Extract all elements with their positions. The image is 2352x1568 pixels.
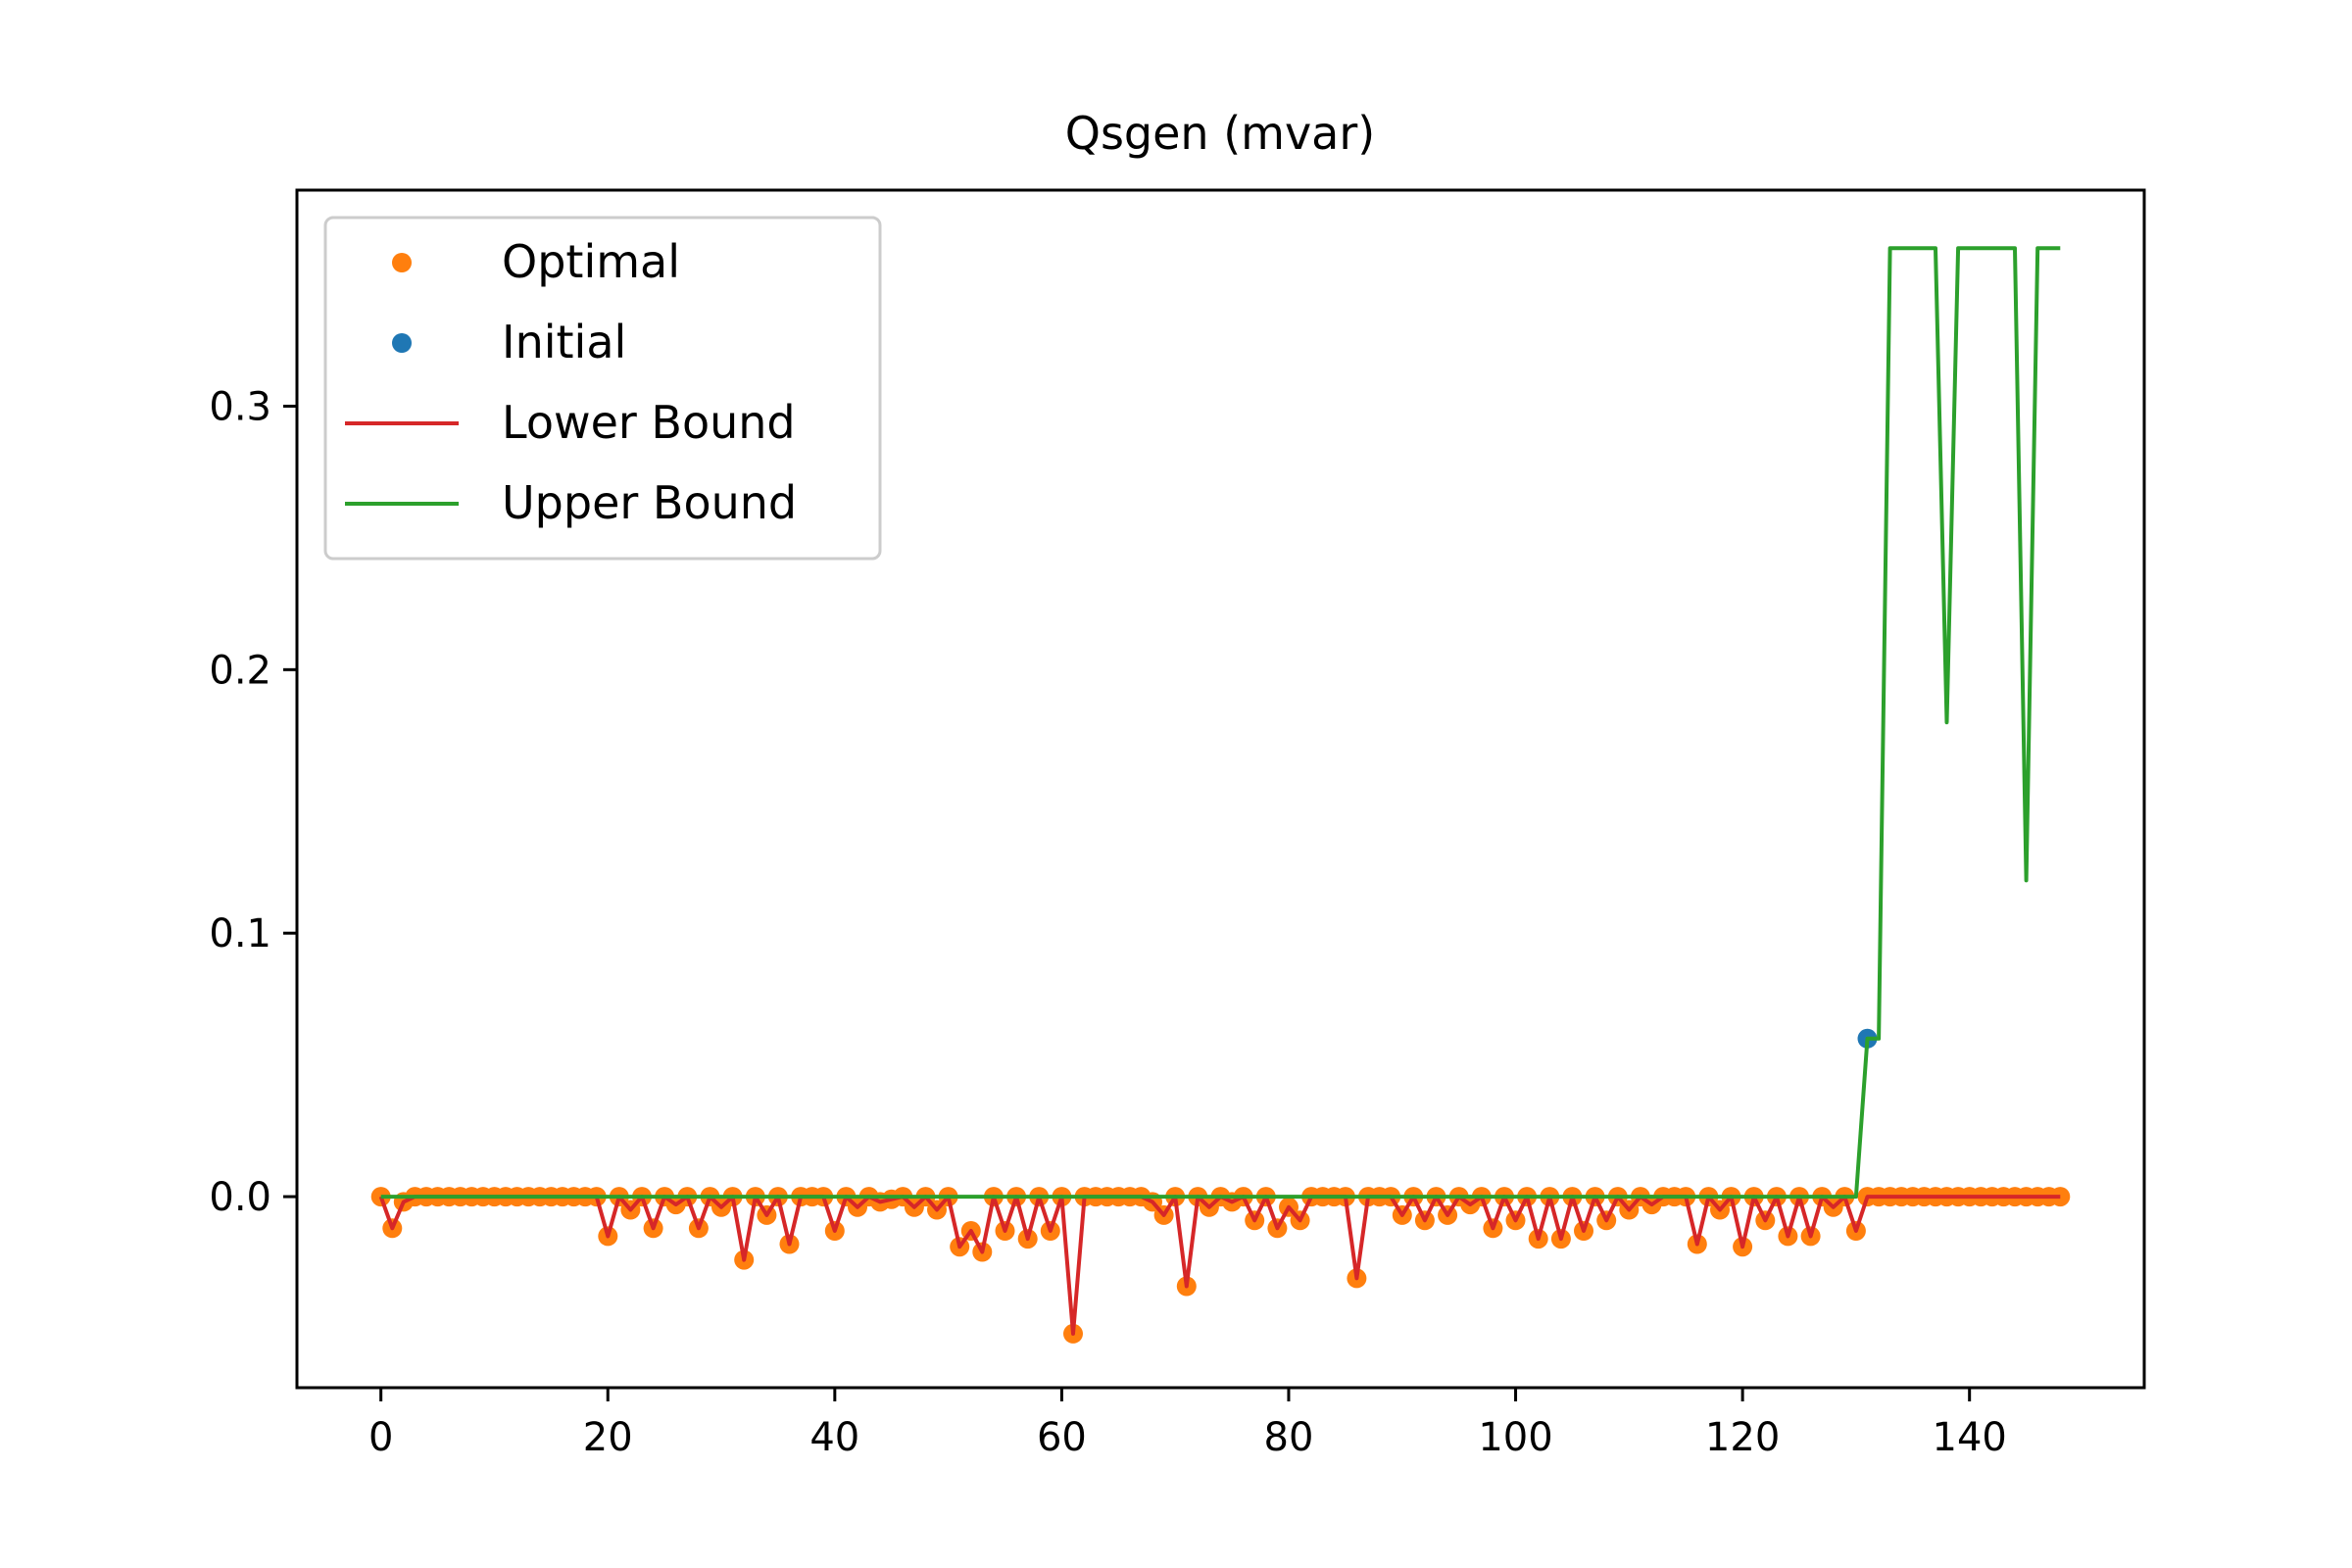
legend-optimal-label: Optimal <box>502 235 680 288</box>
legend-initial-label: Initial <box>502 316 626 368</box>
legend-optimal-marker <box>392 253 412 272</box>
legend-initial-marker <box>392 333 412 353</box>
legend-box <box>323 216 882 561</box>
x-tick-label: 140 <box>1933 1415 2007 1460</box>
plot-area <box>370 246 2071 1344</box>
x-tick-label: 100 <box>1478 1415 1552 1460</box>
y-tick-label: 0.3 <box>209 384 271 429</box>
legend-lower-bound-label: Lower Bound <box>502 396 796 449</box>
upper-bound-line <box>380 246 2061 1200</box>
y-tick-label: 0.1 <box>209 911 271 956</box>
axes-frame <box>295 188 2146 1390</box>
x-tick-label: 80 <box>1264 1415 1314 1460</box>
x-tick-label: 120 <box>1705 1415 1780 1460</box>
y-axis: 0.0 0.1 0.2 0.3 <box>209 384 297 1220</box>
legend-upper-bound-label: Upper Bound <box>502 476 797 529</box>
y-tick-label: 0.2 <box>209 648 271 693</box>
x-tick-label: 60 <box>1037 1415 1087 1460</box>
x-axis: 0 20 40 60 80 100 120 140 <box>368 1388 2007 1460</box>
x-tick-label: 40 <box>809 1415 859 1460</box>
chart-title: Qsgen (mvar) <box>1065 107 1375 160</box>
x-tick-label: 20 <box>583 1415 633 1460</box>
legend: Optimal Initial Lower Bound Upper Bound <box>323 216 882 561</box>
x-tick-label: 0 <box>368 1415 393 1460</box>
y-tick-label: 0.0 <box>209 1175 271 1220</box>
